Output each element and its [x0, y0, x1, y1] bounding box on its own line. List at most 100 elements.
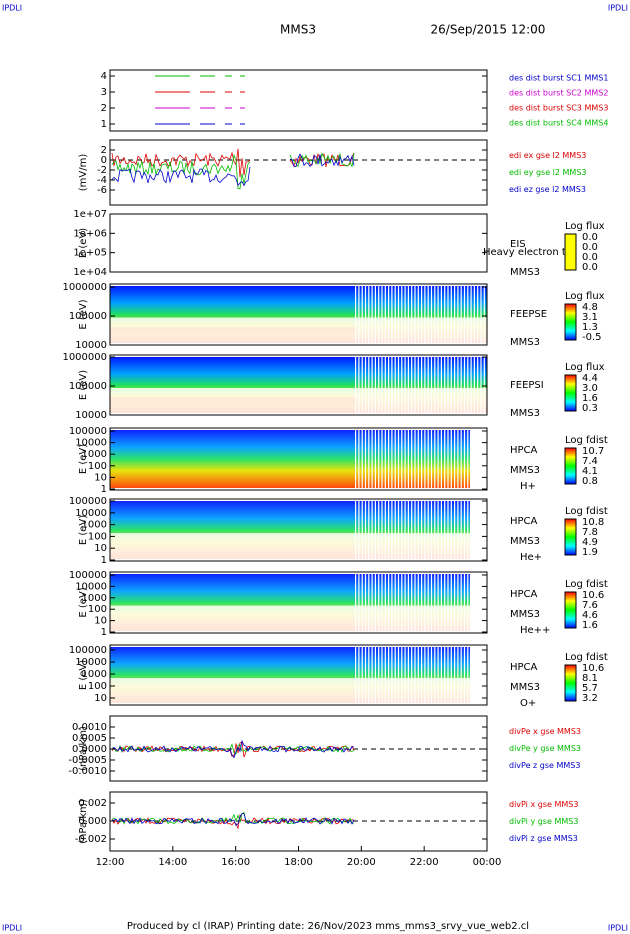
spectrogram-gap — [378, 501, 380, 559]
spectrogram-gap — [434, 286, 436, 343]
spectrogram-gap — [391, 357, 393, 413]
y-tick-label: 1000 — [82, 520, 107, 531]
spectrogram-gap — [394, 501, 396, 559]
y-tick-label: 0.0000 — [72, 744, 107, 755]
spectrogram-gap — [394, 357, 396, 413]
spectrogram-gap — [388, 501, 390, 559]
spectrogram-gap — [424, 357, 426, 413]
y-tick-label: 100 — [88, 604, 107, 615]
spectrogram-gap — [470, 574, 472, 631]
spectrogram-gap — [404, 357, 406, 413]
spectrogram-gap — [361, 647, 363, 703]
y-tick-label: 10000 — [75, 508, 107, 519]
spectrogram-gap — [473, 430, 475, 488]
colorbar-tick-label: 1.6 — [582, 620, 598, 631]
instrument-label: MMS3 — [510, 536, 540, 547]
spectrogram-gap — [414, 286, 416, 343]
trace — [111, 152, 355, 190]
panel-frame — [109, 213, 488, 273]
spectrogram-gap — [427, 574, 429, 631]
spectrogram-gap — [467, 574, 469, 631]
y-tick-label: 100000 — [69, 381, 107, 392]
spectrogram-gap — [371, 647, 373, 703]
spectrogram-gap — [444, 501, 446, 559]
spectrogram-gap — [447, 501, 449, 559]
spectrogram-gap — [355, 647, 357, 703]
spectrogram-gap — [414, 501, 416, 559]
spectrogram-gap — [371, 501, 373, 559]
spectrogram-gap — [437, 647, 439, 703]
instrument-label: HPCA — [510, 516, 538, 527]
colorbar-title: Log fdist — [565, 506, 608, 517]
spectrogram-gap — [467, 430, 469, 488]
colorbar-tick-label: 1.9 — [582, 547, 598, 558]
instrument-label: EIS — [510, 239, 526, 250]
spectrogram-gap — [450, 574, 452, 631]
legend-label: edi ey gse l2 MMS3 — [509, 168, 587, 177]
legend-label: edi ez gse l2 MMS3 — [509, 185, 586, 194]
spectrogram-gap — [463, 357, 466, 413]
spectrogram-gap — [368, 647, 370, 703]
panel: 0.002 0.000 -0.002(nPa/km) divPi x gse MMS3… — [75, 791, 578, 852]
mission: MMS3 — [280, 23, 316, 37]
spectrogram-gap — [371, 286, 373, 343]
colorbar-tick-label: 4.4 — [582, 373, 598, 384]
spectrogram-gap — [394, 430, 396, 488]
spectrogram-gap — [440, 430, 442, 488]
x-tick-label: 22:00 — [410, 857, 439, 868]
colorbar-tick-label: 10.6 — [582, 590, 604, 601]
spectrogram-gap — [480, 574, 482, 631]
spectrogram-gap — [414, 430, 416, 488]
spectrogram-gap — [404, 501, 406, 559]
spectrogram-gap — [460, 286, 462, 343]
x-tick-label: 16:00 — [221, 857, 250, 868]
spectrogram-gap — [414, 574, 416, 631]
y-tick-label: 1000 — [82, 593, 107, 604]
panel-frame — [109, 498, 488, 562]
spectrogram-gap — [444, 574, 446, 631]
y-tick-label: 1000 — [82, 669, 107, 680]
spectrogram-gap — [368, 501, 370, 559]
spectrogram-gap — [483, 357, 485, 413]
spectrogram-gap — [407, 574, 409, 631]
spectrogram-gap — [477, 647, 479, 703]
instrument-label: MMS3 — [510, 267, 540, 278]
spectrogram-gap — [427, 286, 429, 343]
spectrogram-gap — [454, 501, 456, 559]
spectrogram-gap — [364, 430, 367, 488]
y-tick-label: -0.0010 — [68, 766, 107, 777]
spectrogram-gap — [457, 430, 459, 488]
spectrogram-gap — [381, 430, 383, 488]
spectrogram-gap — [374, 430, 376, 488]
colorbar-tick-label: 4.1 — [582, 466, 598, 477]
spectrogram-gap — [444, 286, 446, 343]
y-tick-label: 4 — [101, 71, 107, 82]
spectrogram-gap — [477, 574, 479, 631]
spectrogram-gap — [401, 647, 403, 703]
spectrogram-gap — [358, 501, 360, 559]
spectrogram-gap — [421, 647, 423, 703]
spectrogram-gap — [384, 574, 386, 631]
spectrogram-gap — [440, 574, 442, 631]
colorbar-tick-label: 10.7 — [582, 446, 604, 457]
spectrogram-gap — [434, 430, 436, 488]
spectrogram-gap — [460, 574, 462, 631]
spectrogram-gap — [361, 574, 363, 631]
spectrogram-gap — [480, 430, 482, 488]
spectrogram-gap — [421, 286, 423, 343]
colorbar-tick-label: 0.8 — [582, 476, 598, 487]
spectrogram-gap — [470, 286, 472, 343]
spectrogram-gap — [391, 286, 393, 343]
spectrogram-gap — [427, 430, 429, 488]
spectrogram-gap — [381, 647, 383, 703]
spectrogram-gap — [447, 286, 449, 343]
spectrogram-gap — [430, 574, 433, 631]
spectrogram-gap — [378, 574, 380, 631]
spectrogram-gap — [368, 286, 370, 343]
instrument-label: HPCA — [510, 445, 538, 456]
spectrogram-gap — [450, 501, 452, 559]
spectrogram-gap — [454, 357, 456, 413]
y-tick-label: 100 — [88, 461, 107, 472]
instrument-label: FEEPSE — [510, 309, 547, 320]
